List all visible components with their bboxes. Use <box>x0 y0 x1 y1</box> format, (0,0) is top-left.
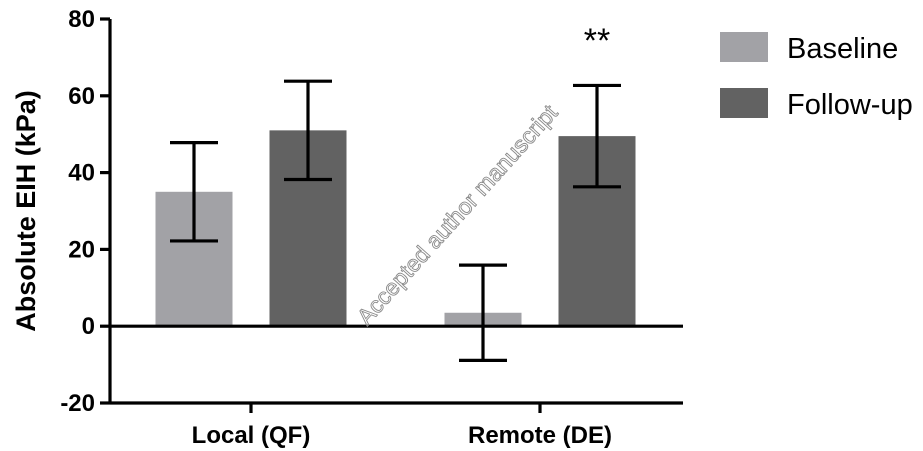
legend-swatch-1 <box>720 88 768 118</box>
tick-labels-layer: -20 0 20 40 60 80 Local (QF) Remote (DE) <box>60 6 612 449</box>
y-tick-label: 0 <box>82 313 95 340</box>
legend-label-0: Baseline <box>787 33 898 65</box>
x-tick-label: Remote (DE) <box>468 422 612 449</box>
significance-marker: ** <box>584 22 610 60</box>
watermark-text: Accepted author manuscript <box>352 99 563 330</box>
error-bars-layer <box>170 79 621 362</box>
y-tick-label: 80 <box>68 6 95 33</box>
y-tick-label: 20 <box>68 236 95 263</box>
y-tick-label: -20 <box>60 390 95 417</box>
legend-label-1: Follow-up <box>787 89 913 121</box>
legend-swatch-0 <box>720 32 768 62</box>
y-tick-label: 60 <box>68 83 95 110</box>
annotations-layer: ** <box>584 22 610 60</box>
y-axis-title: Absolute EIH (kPa) <box>11 90 41 332</box>
legend: Baseline Follow-up <box>720 32 913 121</box>
x-tick-label: Local (QF) <box>192 422 311 449</box>
axes-layer <box>100 17 683 413</box>
y-tick-label: 40 <box>68 160 95 187</box>
